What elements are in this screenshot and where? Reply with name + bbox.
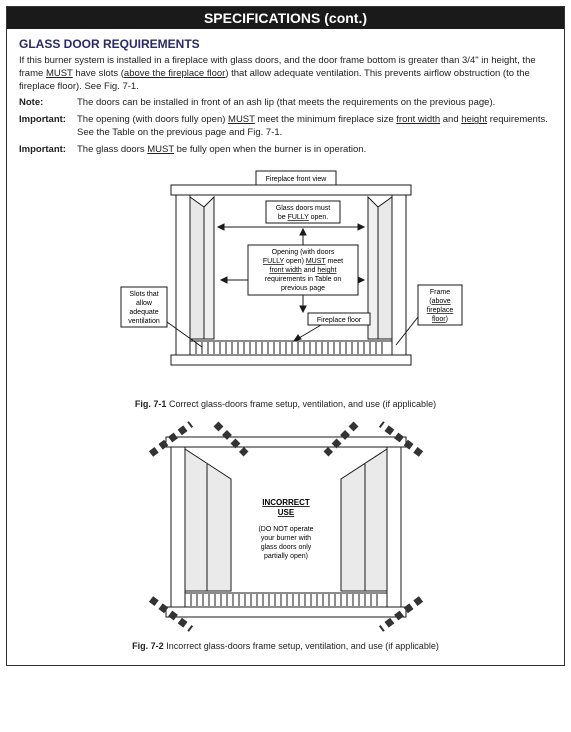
fig1-open-l3a: front width <box>269 267 301 274</box>
fig1-slots-l1: Slots that <box>129 291 158 298</box>
intro-mid: have slots ( <box>73 68 124 79</box>
note-row: Note: The doors can be installed in fron… <box>19 97 552 110</box>
fig1-slots-l2: allow <box>136 300 153 307</box>
fig1-open-l1: Opening (with doors <box>271 249 334 256</box>
fig1-open-l2d: meet <box>325 258 343 265</box>
header-title: SPECIFICATIONS (cont.) <box>204 10 367 26</box>
fig1-doors-l2c: open. <box>308 214 328 221</box>
fig2-inc-l2: USE <box>277 508 294 517</box>
figure-7-2-svg: INCORRECT USE (DO NOT operate your burne… <box>121 419 451 639</box>
intro-u1: above the fireplace floor <box>124 68 225 79</box>
fig1-slots-l3: adequate <box>129 309 158 316</box>
imp2-pre: The glass doors <box>77 144 147 155</box>
fig2-sub-l4: partially open) <box>264 553 308 560</box>
fig1-top-label: Fireplace front view <box>265 176 327 183</box>
fig1-frame-l2t: above <box>431 298 450 305</box>
figure-7-2: INCORRECT USE (DO NOT operate your burne… <box>19 419 552 651</box>
imp1-pre: The opening (with doors fully open) <box>77 114 228 125</box>
svg-text:FULLY open) MUST meet: FULLY open) MUST meet <box>262 258 342 265</box>
fig1-open-l4: requirements in Table on <box>264 276 341 283</box>
figure-7-2-caption: Fig. 7-2 Incorrect glass-doors frame set… <box>19 641 552 651</box>
imp2-lead: Important: <box>19 144 77 157</box>
fig2-caption-bold: Fig. 7-2 <box>132 641 164 651</box>
fig1-floor-label: Fireplace floor <box>316 317 361 324</box>
important-row-2: Important: The glass doors MUST be fully… <box>19 144 552 157</box>
svg-text:floor): floor) <box>432 316 448 323</box>
fig1-doors-l1: Glass doors must <box>275 205 330 212</box>
imp1-and: and <box>440 114 461 125</box>
fig1-caption-bold: Fig. 7-1 <box>135 399 167 409</box>
fig1-open-l2b: open) <box>284 258 306 265</box>
fig1-frame-l3: fireplace <box>426 307 453 314</box>
page-container: SPECIFICATIONS (cont.) GLASS DOOR REQUIR… <box>6 6 565 666</box>
fig1-caption-text: Correct glass-doors frame setup, ventila… <box>166 399 436 409</box>
fig2-caption-text: Incorrect glass-doors frame setup, venti… <box>164 641 439 651</box>
fig1-frame-l1: Frame <box>429 289 449 296</box>
fig2-sub-l1: (DO NOT operate <box>258 526 313 533</box>
imp1-u2: height <box>461 114 487 125</box>
intro-paragraph: If this burner system is installed in a … <box>19 55 552 93</box>
fig2-inc-l1: INCORRECT <box>262 498 310 507</box>
imp2-text: The glass doors MUST be fully open when … <box>77 144 552 157</box>
svg-text:be FULLY open.: be FULLY open. <box>277 214 327 221</box>
note-lead: Note: <box>19 97 77 110</box>
svg-text:(above: (above <box>429 298 451 305</box>
fig1-doors-l2b: FULLY <box>287 214 309 221</box>
imp1-u1: front width <box>396 114 440 125</box>
section-title: GLASS DOOR REQUIREMENTS <box>19 37 552 51</box>
fig1-open-l2c: MUST <box>305 258 326 265</box>
fig1-open-l3b: and <box>301 267 317 274</box>
figure-7-1-caption: Fig. 7-1 Correct glass-doors frame setup… <box>19 399 552 409</box>
fig1-open-l2a: FULLY <box>262 258 284 265</box>
header-bar: SPECIFICATIONS (cont.) <box>7 7 564 29</box>
imp1-must: MUST <box>228 114 255 125</box>
fig1-slots-l4: ventilation <box>128 318 160 325</box>
intro-must: MUST <box>46 68 73 79</box>
imp1-mid: meet the minimum fireplace size <box>255 114 397 125</box>
figure-7-1-svg: Fireplace front view Glass doors must be… <box>76 167 496 397</box>
imp2-post: be fully open when the burner is in oper… <box>174 144 366 155</box>
fig2-sub-l3: glass doors only <box>260 544 311 551</box>
imp1-lead: Important: <box>19 114 77 140</box>
imp2-must: MUST <box>147 144 174 155</box>
figure-7-1: Fireplace front view Glass doors must be… <box>19 167 552 409</box>
important-row-1: Important: The opening (with doors fully… <box>19 114 552 140</box>
fig2-sub-l2: your burner with <box>260 535 310 542</box>
fig1-doors-l2a: be <box>277 214 287 221</box>
fig1-open-l3c: height <box>317 267 336 274</box>
fig1-open-l5: previous page <box>281 285 325 292</box>
imp1-text: The opening (with doors fully open) MUST… <box>77 114 552 140</box>
fig1-frame-l4t: floor <box>432 316 446 323</box>
note-text: The doors can be installed in front of a… <box>77 97 552 110</box>
svg-text:front width and height: front width and height <box>269 267 336 274</box>
